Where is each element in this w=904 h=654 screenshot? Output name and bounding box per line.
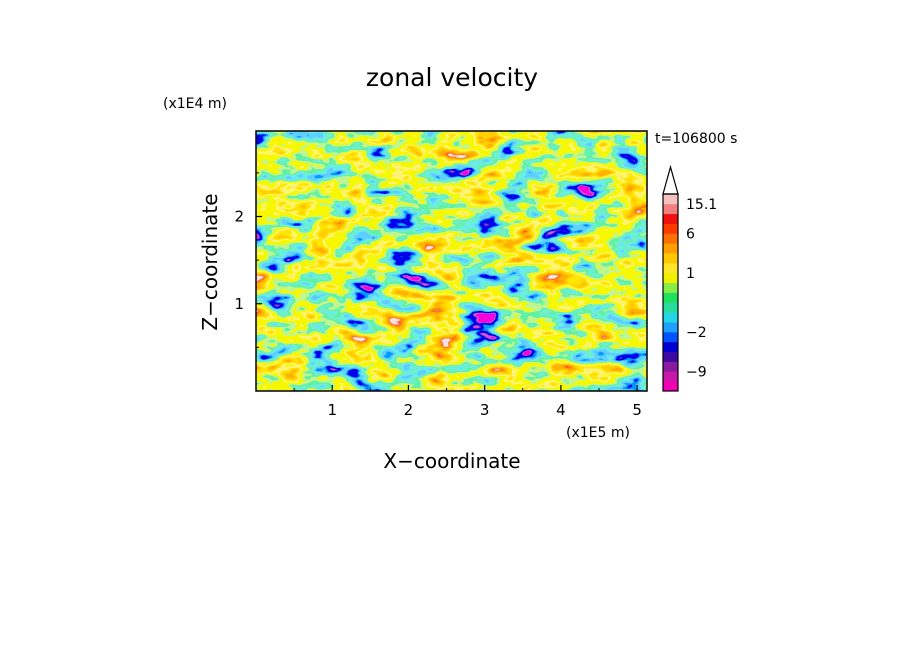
colorbar-tick-label: 6: [686, 226, 695, 242]
colorbar-swatch: [663, 302, 678, 313]
x-tick-label: 4: [556, 401, 566, 419]
x-tick-label: 2: [404, 401, 414, 419]
colorbar-swatch: [663, 371, 678, 382]
colorbar-swatch: [663, 381, 678, 392]
colorbar-swatch: [663, 243, 678, 254]
velocity-field: [256, 131, 647, 391]
colorbar-swatch: [663, 341, 678, 352]
colorbar-swatch: [663, 203, 678, 215]
x-tick-label: 5: [632, 401, 642, 419]
colorbar-frame: [662, 193, 679, 392]
y-tick-label: 1: [234, 295, 244, 313]
colorbar-swatch: [663, 361, 678, 372]
colorbar: 15.1 6 1 −2 −9: [662, 164, 717, 392]
y-unit-label: (x1E4 m): [163, 96, 227, 112]
plot-area: [256, 131, 647, 391]
colorbar-extend-arrow: [662, 164, 679, 195]
x-unit-label: (x1E5 m): [566, 425, 630, 441]
x-axis-label: X−coordinate: [383, 449, 520, 473]
colorbar-swatch: [663, 213, 678, 224]
x-tick-label: 3: [480, 401, 490, 419]
colorbar-tick-label: −2: [686, 325, 707, 341]
chart-title: zonal velocity: [366, 63, 538, 92]
colorbar-swatch: [663, 262, 678, 274]
colorbar-swatch: [663, 312, 678, 323]
x-axis: 1 2 3 4 5: [293, 385, 642, 419]
colorbar-swatch: [663, 253, 678, 264]
time-label: t=106800 s: [655, 131, 737, 147]
colorbar-swatch: [663, 233, 678, 244]
x-tick-label: 1: [327, 401, 337, 419]
y-axis: 12: [234, 172, 262, 348]
colorbar-swatch: [663, 322, 678, 333]
colorbar-tick-label: 1: [686, 266, 695, 282]
colorbar-swatch: [663, 272, 678, 284]
colorbar-swatch: [663, 292, 678, 303]
y-tick-label: 2: [234, 208, 244, 226]
colorbar-tick-label: 15.1: [686, 197, 717, 213]
colorbar-tick-label: −9: [686, 364, 707, 380]
colorbar-swatch: [663, 223, 678, 234]
colorbar-swatch: [663, 351, 678, 362]
plot-frame: [255, 130, 648, 392]
colorbar-swatch: [663, 282, 678, 293]
y-axis-label: Z−coordinate: [198, 193, 222, 330]
colorbar-swatch: [663, 331, 678, 343]
colorbar-swatch: [663, 194, 678, 205]
